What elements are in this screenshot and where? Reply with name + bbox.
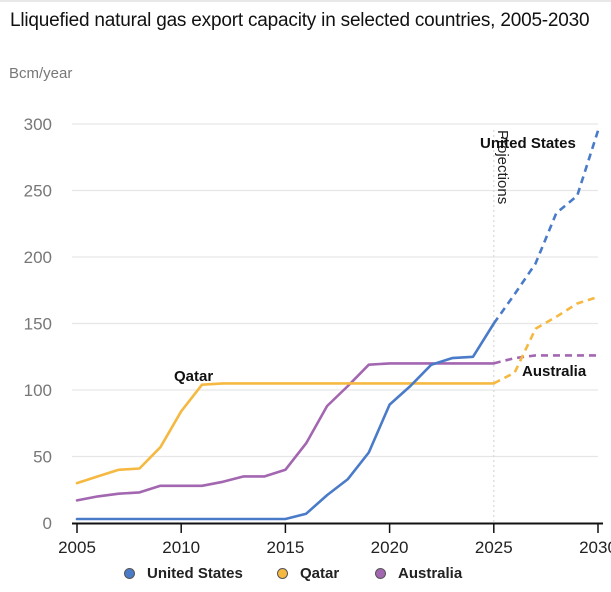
legend-item-qatar[interactable]: Qatar: [277, 565, 339, 582]
line-united-states-historical: [75, 322, 496, 521]
chart-title: Lliquefied natural gas export capacity i…: [10, 10, 590, 31]
legend-swatch-australia: [375, 568, 386, 579]
y-axis-ticks: 0 50 100 150 200 250 300: [24, 115, 52, 533]
x-tick-label-2030: 2030: [579, 538, 611, 557]
series-label-australia: Australia: [522, 363, 587, 380]
y-tick-label-150: 150: [24, 315, 52, 334]
y-tick-label-250: 250: [24, 182, 52, 201]
x-axis: 2005 2010 2015 2020 2025 2030: [58, 522, 611, 557]
projection-marker: Projections: [493, 130, 511, 523]
line-united-states-projection: [492, 130, 600, 325]
line-australia-historical: [75, 362, 496, 502]
y-axis-unit-label: Bcm/year: [9, 65, 73, 82]
series-label-united-states: United States: [480, 135, 576, 152]
line-qatar-historical: [75, 382, 496, 485]
top-rule: [0, 0, 611, 2]
y-tick-label-200: 200: [24, 248, 52, 267]
series-label-qatar: Qatar: [174, 368, 213, 385]
gridlines: [72, 123, 598, 458]
legend-item-australia[interactable]: Australia: [375, 565, 462, 582]
legend-item-united-states[interactable]: United States: [124, 565, 243, 582]
y-tick-label-0: 0: [43, 514, 52, 533]
legend-label-qatar: Qatar: [300, 565, 340, 582]
x-tick-label-2005: 2005: [58, 538, 96, 557]
y-tick-label-100: 100: [24, 381, 52, 400]
x-tick-label-2020: 2020: [371, 538, 409, 557]
legend-label-australia: Australia: [398, 565, 463, 582]
y-tick-label-50: 50: [33, 448, 52, 467]
legend: United States Qatar Australia: [0, 565, 611, 587]
x-tick-label-2010: 2010: [162, 538, 200, 557]
y-tick-label-300: 300: [24, 115, 52, 134]
line-australia-projection: [493, 354, 598, 365]
legend-swatch-qatar: [277, 568, 288, 579]
x-tick-label-2025: 2025: [475, 538, 513, 557]
legend-label-united-states: United States: [147, 565, 243, 582]
series-lines: [75, 130, 600, 521]
line-qatar-projection: [493, 295, 599, 385]
legend-swatch-united-states: [124, 568, 135, 579]
x-tick-label-2015: 2015: [266, 538, 304, 557]
series-labels: United States Qatar Australia: [174, 135, 587, 385]
projection-label: Projections: [494, 130, 511, 204]
